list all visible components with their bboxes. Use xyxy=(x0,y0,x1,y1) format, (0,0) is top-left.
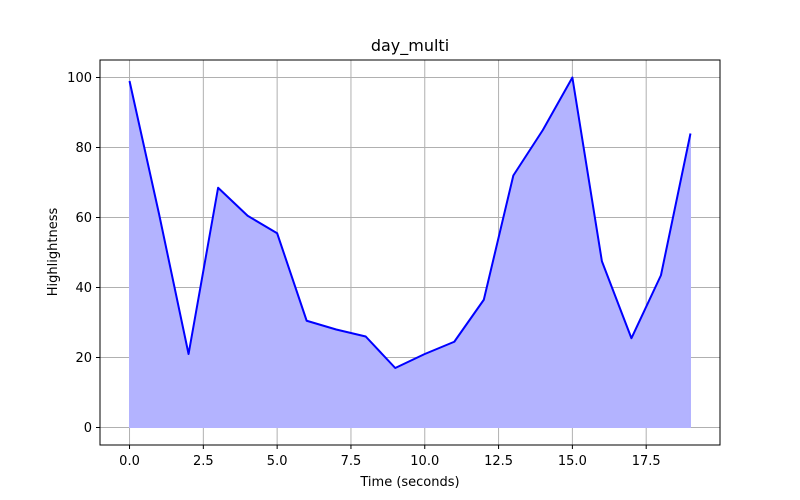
x-tick-label: 7.5 xyxy=(341,454,362,469)
y-tick-label: 100 xyxy=(67,71,92,86)
y-tick-label: 0 xyxy=(84,421,92,436)
x-tick-label: 17.5 xyxy=(632,454,661,469)
x-axis-title: Time (seconds) xyxy=(359,475,459,490)
x-tick-label: 10.0 xyxy=(410,454,439,469)
x-axis-ticks: 0.0 2.5 5.0 7.5 10.0 12.5 15.0 17.5 xyxy=(119,445,661,469)
plot-area-series xyxy=(128,76,692,428)
x-tick-label: 12.5 xyxy=(484,454,513,469)
x-tick-label: 5.0 xyxy=(267,454,288,469)
plot-frame xyxy=(99,59,721,446)
y-axis-title: Highlightness xyxy=(46,208,61,297)
y-axis-ticks: 0 20 40 60 80 100 xyxy=(67,71,100,436)
series-line xyxy=(128,76,692,369)
chart-title: day_multi xyxy=(371,36,449,56)
x-tick-label: 15.0 xyxy=(558,454,587,469)
x-tick-label: 2.5 xyxy=(193,454,214,469)
x-tick-label: 0.0 xyxy=(119,454,140,469)
y-tick-label: 20 xyxy=(75,351,92,366)
y-tick-label: 80 xyxy=(75,141,92,156)
y-tick-label: 40 xyxy=(75,281,92,296)
y-tick-label: 60 xyxy=(75,211,92,226)
